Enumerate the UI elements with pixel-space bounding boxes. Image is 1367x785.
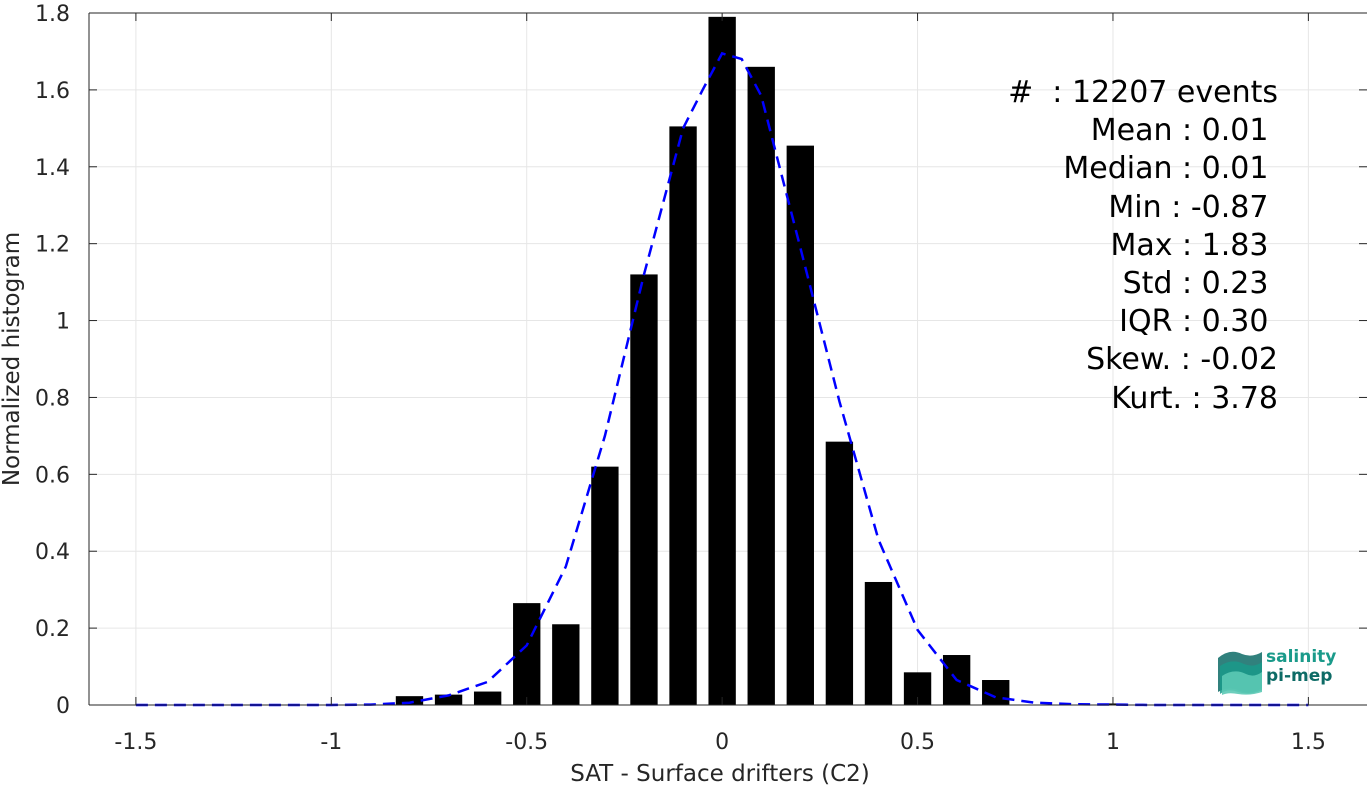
histogram-bar [513,603,541,705]
stat-min: Min : -0.87 [1108,189,1278,225]
x-tick-label: -0.5 [505,730,548,755]
salinity-pi-mep-logo: salinity pi-mep [1216,646,1346,696]
y-tick-label: 1.8 [35,2,70,27]
histogram-bar [395,696,424,705]
histogram-bar [825,441,854,705]
axes [88,12,1367,706]
fit-curve [135,51,1309,707]
histogram-bar [747,66,775,706]
y-tick-label: 1.2 [35,233,70,258]
stat-max: Max : 1.83 [1110,227,1278,263]
y-tick-labels: 0 0.2 0.4 0.6 0.8 1 1.2 1.4 1.6 1.8 [35,2,70,719]
histogram-bar [708,16,736,706]
x-tick-label: 1 [1106,730,1120,755]
histogram-bar [552,624,580,705]
logo-line-1: salinity [1266,647,1337,667]
stat-iqr: IQR : 0.30 [1119,304,1278,340]
x-tick-label: -1 [320,730,342,755]
y-tick-label: 0.8 [35,386,70,411]
statistics-box: # : 12207 events Mean : 0.01 Median : 0.… [1008,74,1278,418]
histogram-bar [473,691,502,705]
x-tick-label: 0 [715,730,729,755]
logo-text: salinity pi-mep [1266,648,1336,686]
stat-events: # : 12207 events [1008,75,1278,110]
stat-mean: Mean : 0.01 [1090,113,1278,149]
histogram-bars [395,16,1127,706]
stat-skew: Skew. : -0.02 [1086,342,1278,378]
x-tick-label: 0.5 [900,730,935,755]
stat-kurt: Kurt. : 3.78 [1111,380,1278,416]
wave-logo-icon [1218,651,1262,695]
logo-line-2: pi-mep [1266,666,1333,686]
histogram-bar [591,466,619,705]
x-axis-label: SAT - Surface drifters (C2) [570,761,870,785]
x-tick-labels: -1.5 -1 -0.5 0 0.5 1 1.5 [114,730,1325,755]
y-tick-label: 0.6 [35,463,70,488]
y-tick-label: 0.4 [35,540,70,565]
stat-median: Median : 0.01 [1063,151,1278,187]
histogram-bar [669,126,697,705]
y-tick-label: 1.6 [35,79,70,104]
x-tick-label: -1.5 [114,730,157,755]
histogram-bar [434,694,463,705]
stat-std: Std : 0.23 [1122,266,1278,302]
histogram-bar [786,145,814,706]
y-tick-label: 1.4 [35,156,70,181]
fit-curve-line [135,51,1309,707]
y-tick-label: 1 [56,310,70,335]
histogram-bar [630,274,658,705]
y-tick-label: 0.2 [35,617,70,642]
y-tick-label: 0 [56,694,70,719]
y-axis-label: Normalized histogram [0,232,25,486]
histogram-bar [864,581,893,705]
x-tick-label: 1.5 [1291,730,1326,755]
